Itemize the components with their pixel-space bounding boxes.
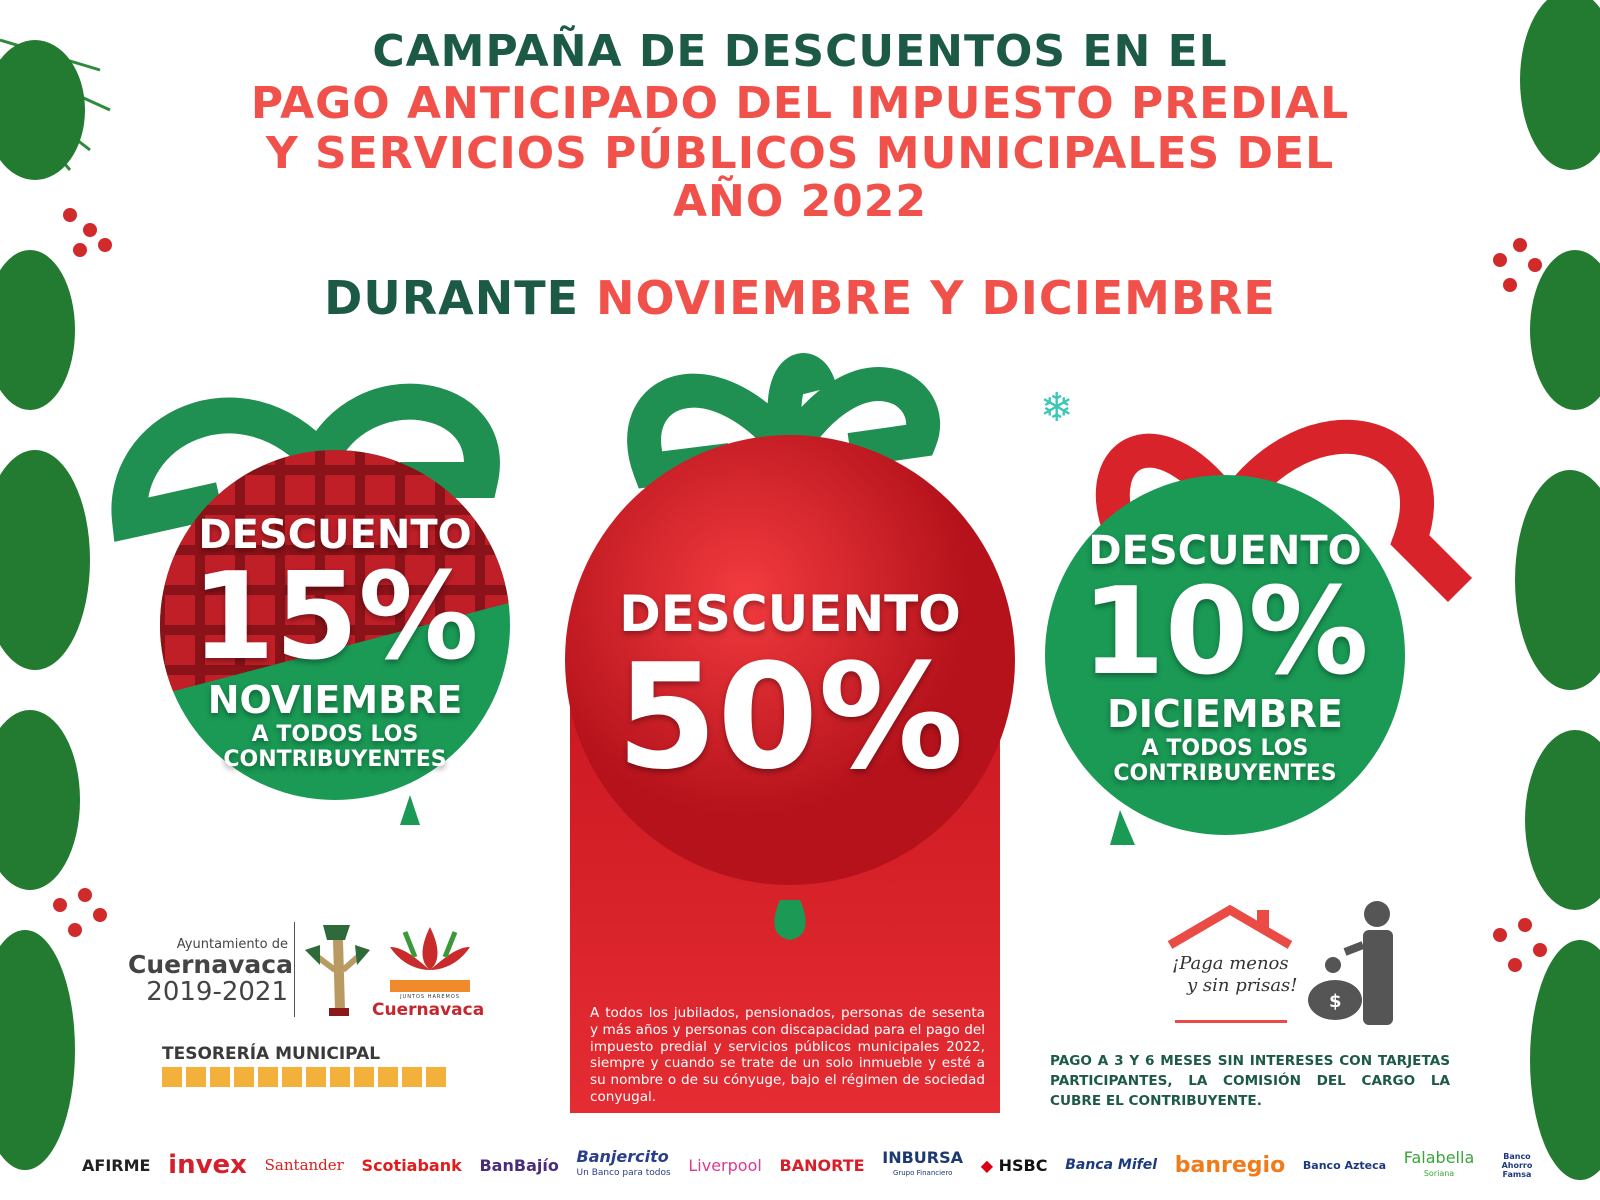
slogan-line2: y sin prisas! bbox=[1187, 975, 1298, 996]
greca-logo-bar bbox=[390, 980, 470, 992]
center-discount-description: A todos los jubilados, pensionados, pers… bbox=[590, 1005, 985, 1105]
left-discount-percent: 15% bbox=[191, 548, 479, 687]
juntos-haremos-text: JUNTOS HAREMOS bbox=[400, 994, 460, 1000]
left-ornament-text: DESCUENTO 15% NOVIEMBRE A TODOS LOS CONT… bbox=[150, 512, 520, 772]
pine-branch-right-decoration bbox=[1493, 0, 1600, 1180]
bank-logo-banbajio: BanBajío bbox=[479, 1155, 559, 1175]
greca-pattern-decoration bbox=[162, 1067, 447, 1087]
bank-logo-falabella: Falabella Soriana bbox=[1403, 1147, 1475, 1180]
bank-logo-afirme: AFIRME bbox=[82, 1155, 151, 1175]
ayuntamiento-city: Cuernavaca bbox=[128, 950, 293, 979]
bank-logo-banjercito: Banjercito Un Banco para todos bbox=[576, 1147, 671, 1180]
bank-logo-mifel: Banca Mifel bbox=[1065, 1157, 1158, 1173]
bank-logo-invex: invex bbox=[168, 1150, 247, 1180]
left-discount-line1: A TODOS LOS bbox=[251, 722, 419, 747]
center-discount-label: DESCUENTO bbox=[619, 585, 961, 643]
falabella-name: Falabella bbox=[1403, 1147, 1475, 1167]
bank-logo-inbursa: INBURSA Grupo Financiero bbox=[882, 1149, 963, 1179]
snowflake-icon: ❄ bbox=[1040, 385, 1074, 431]
bank-logo-hsbc: ◆ HSBC bbox=[980, 1155, 1048, 1175]
right-discount-line2: CONTRIBUYENTES bbox=[1113, 761, 1337, 786]
juntos-haremos-logo-icon bbox=[390, 927, 470, 970]
period-months: NOVIEMBRE Y DICIEMBRE bbox=[596, 271, 1276, 325]
inbursa-name: INBURSA bbox=[882, 1147, 964, 1167]
center-discount-percent: 50% bbox=[616, 633, 964, 802]
right-discount-label: DESCUENTO bbox=[1088, 528, 1362, 574]
juntos-haremos-city: Cuernavaca bbox=[372, 1000, 485, 1020]
slogan: ¡Paga menos y sin prisas! bbox=[1172, 953, 1298, 997]
heading-line-3: Y SERVICIOS PÚBLICOS MUNICIPALES DEL bbox=[265, 128, 1335, 179]
right-discount-line1: A TODOS LOS bbox=[1141, 736, 1309, 761]
ayuntamiento-logo: Ayuntamiento de Cuernavaca 2019-2021 bbox=[128, 937, 293, 1007]
center-ornament bbox=[565, 353, 1015, 940]
ayuntamiento-text: Ayuntamiento de bbox=[176, 937, 288, 952]
house-roof-icon bbox=[1167, 904, 1293, 949]
logo-divider bbox=[294, 922, 295, 1017]
participating-banks: AFIRME invex Santander Scotiabank BanBaj… bbox=[82, 1147, 1542, 1181]
svg-text:$: $ bbox=[1329, 991, 1342, 1012]
left-discount-month: NOVIEMBRE bbox=[207, 678, 463, 722]
heading-line-4: AÑO 2022 bbox=[672, 176, 928, 227]
inbursa-tagline: Grupo Financiero bbox=[892, 1168, 953, 1177]
hsbc-name: HSBC bbox=[998, 1155, 1048, 1175]
period-prefix: DURANTE bbox=[324, 271, 580, 325]
bank-logo-banregio: banregio bbox=[1174, 1152, 1286, 1178]
bank-logo-famsa: Banco Ahorro Famsa bbox=[1501, 1151, 1533, 1179]
right-discount-percent: 10% bbox=[1081, 563, 1369, 702]
pine-branch-left-decoration bbox=[0, 38, 112, 1170]
slogan-line1: ¡Paga menos bbox=[1172, 953, 1289, 974]
period-heading: DURANTE NOVIEMBRE Y DICIEMBRE bbox=[0, 272, 1600, 324]
right-ornament bbox=[1045, 419, 1473, 845]
left-ornament bbox=[111, 383, 510, 825]
installments-note: PAGO A 3 Y 6 MESES SIN INTERESES CON TAR… bbox=[1050, 1053, 1450, 1109]
slogan-underline bbox=[1175, 1020, 1287, 1023]
tree-glyph-logo bbox=[305, 925, 370, 1016]
person-piggy-bank-icon: $ bbox=[1308, 901, 1393, 1025]
bank-logo-scotiabank: Scotiabank bbox=[361, 1155, 462, 1175]
bank-logo-banco-azteca: Banco Azteca bbox=[1302, 1158, 1387, 1172]
banjercito-tagline: Un Banco para todos bbox=[576, 1168, 671, 1178]
center-ornament-text: DESCUENTO 50% bbox=[590, 585, 990, 793]
right-ornament-text: DESCUENTO 10% DICIEMBRE A TODOS LOS CONT… bbox=[1040, 528, 1410, 786]
tesoreria-label: TESORERÍA MUNICIPAL bbox=[162, 1044, 381, 1064]
banjercito-name: Banjercito bbox=[576, 1147, 669, 1166]
bank-logo-santander: Santander bbox=[264, 1156, 344, 1174]
right-discount-month: DICIEMBRE bbox=[1107, 692, 1343, 736]
left-discount-label: DESCUENTO bbox=[198, 512, 472, 558]
bank-logo-liverpool: Liverpool bbox=[688, 1155, 762, 1175]
ayuntamiento-years: 2019-2021 bbox=[146, 977, 288, 1007]
left-discount-line2: CONTRIBUYENTES bbox=[223, 747, 447, 772]
heading-line-1: CAMPAÑA DE DESCUENTOS EN EL bbox=[372, 26, 1228, 77]
heading-line-2: PAGO ANTICIPADO DEL IMPUESTO PREDIAL bbox=[250, 78, 1350, 129]
bank-logo-banorte: BANORTE bbox=[779, 1155, 865, 1175]
falabella-partner: Soriana bbox=[1423, 1168, 1455, 1178]
